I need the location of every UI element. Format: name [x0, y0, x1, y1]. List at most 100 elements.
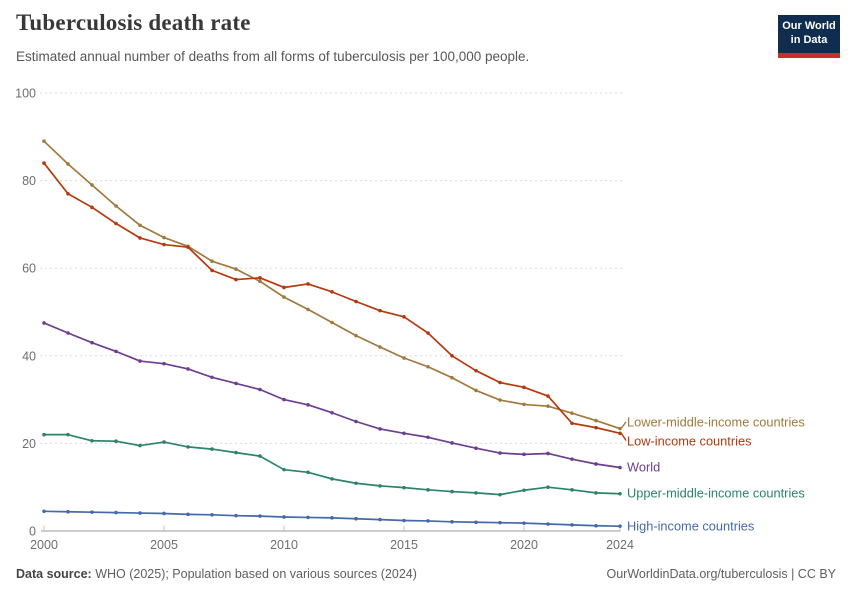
- series-point-low-income-countries: [234, 277, 238, 282]
- series-point-upper-middle-income-countries: [546, 485, 550, 490]
- series-point-high-income-countries: [66, 509, 70, 514]
- legend-label-lower-middle-income-countries[interactable]: Lower-middle-income countries: [627, 415, 805, 430]
- series-point-lower-middle-income-countries: [618, 426, 622, 431]
- series-point-high-income-countries: [474, 520, 478, 525]
- series-point-upper-middle-income-countries: [594, 491, 598, 495]
- series-point-high-income-countries: [426, 519, 430, 523]
- series-point-world: [330, 410, 334, 415]
- series-point-lower-middle-income-countries: [450, 375, 454, 380]
- series-line-world: [43, 322, 621, 469]
- series-point-lower-middle-income-countries: [114, 204, 118, 208]
- series-point-high-income-countries: [330, 516, 334, 520]
- series-point-low-income-countries: [570, 421, 574, 426]
- series-point-low-income-countries: [474, 368, 478, 373]
- series-point-upper-middle-income-countries: [282, 467, 286, 472]
- series-point-upper-middle-income-countries: [354, 481, 358, 486]
- owid-cc-link[interactable]: OurWorldinData.org/tuberculosis | CC BY: [606, 567, 837, 581]
- series-point-lower-middle-income-countries: [474, 388, 478, 393]
- series-point-lower-middle-income-countries: [546, 404, 550, 408]
- series-point-world: [210, 375, 214, 380]
- series-point-low-income-countries: [522, 385, 526, 390]
- series-point-lower-middle-income-countries: [498, 398, 502, 402]
- series-point-world: [90, 340, 94, 345]
- series-point-high-income-countries: [114, 510, 118, 515]
- series-point-lower-middle-income-countries: [306, 307, 310, 312]
- series-point-low-income-countries: [354, 299, 358, 304]
- series-point-high-income-countries: [234, 513, 238, 518]
- y-axis-tick-label: 60: [22, 262, 36, 276]
- series-point-upper-middle-income-countries: [162, 440, 166, 444]
- series-point-high-income-countries: [210, 512, 214, 517]
- series-point-world: [234, 381, 238, 386]
- series-point-world: [546, 451, 550, 456]
- x-axis-tick-label: 2010: [270, 538, 298, 552]
- series-point-upper-middle-income-countries: [426, 488, 430, 492]
- y-axis-tick-label: 80: [22, 174, 36, 188]
- series-point-high-income-countries: [282, 515, 286, 519]
- series-point-lower-middle-income-countries: [378, 345, 382, 349]
- series-point-high-income-countries: [186, 512, 190, 517]
- series-point-low-income-countries: [162, 242, 166, 247]
- series-point-low-income-countries: [66, 191, 70, 196]
- series-point-world: [258, 387, 262, 392]
- x-axis-tick-label: 2024: [606, 538, 634, 552]
- series-point-lower-middle-income-countries: [210, 259, 214, 263]
- legend-label-world[interactable]: World: [627, 460, 660, 475]
- series-point-high-income-countries: [618, 524, 622, 528]
- series-point-upper-middle-income-countries: [378, 484, 382, 488]
- series-point-upper-middle-income-countries: [330, 477, 334, 481]
- series-point-world: [474, 446, 478, 451]
- series-point-world: [618, 465, 622, 470]
- series-point-world: [42, 321, 46, 325]
- owid-logo-line1: Our World: [782, 20, 836, 33]
- series-point-world: [282, 397, 286, 402]
- series-point-upper-middle-income-countries: [138, 443, 142, 448]
- series-point-high-income-countries: [522, 521, 526, 525]
- data-source-text: WHO (2025); Population based on various …: [91, 567, 417, 581]
- series-point-low-income-countries: [450, 354, 454, 358]
- series-point-upper-middle-income-countries: [258, 454, 262, 458]
- series-point-low-income-countries: [594, 425, 598, 430]
- series-point-low-income-countries: [402, 315, 406, 319]
- legend-connector-low-income-countries: [620, 433, 627, 441]
- series-point-world: [162, 361, 166, 366]
- series-point-low-income-countries: [546, 394, 550, 398]
- series-point-high-income-countries: [306, 515, 310, 520]
- series-point-world: [426, 435, 430, 440]
- page-title: Tuberculosis death rate: [16, 10, 251, 35]
- series-point-lower-middle-income-countries: [426, 364, 430, 369]
- series-point-upper-middle-income-countries: [498, 492, 502, 497]
- y-axis-tick-label: 0: [29, 525, 36, 539]
- chart-subtitle: Estimated annual number of deaths from a…: [16, 49, 530, 64]
- data-source-note: Data source: WHO (2025); Population base…: [16, 567, 417, 581]
- series-point-upper-middle-income-countries: [570, 488, 574, 492]
- legend-label-low-income-countries[interactable]: Low-income countries: [627, 434, 751, 449]
- series-point-lower-middle-income-countries: [594, 418, 598, 423]
- legend-label-upper-middle-income-countries[interactable]: Upper-middle-income countries: [627, 486, 805, 501]
- y-axis-tick-label: 20: [22, 437, 36, 451]
- series-point-lower-middle-income-countries: [138, 223, 142, 228]
- series-point-upper-middle-income-countries: [306, 470, 310, 475]
- series-point-upper-middle-income-countries: [474, 491, 478, 495]
- series-point-world: [66, 331, 70, 335]
- legend-label-high-income-countries[interactable]: High-income countries: [627, 519, 754, 534]
- series-point-lower-middle-income-countries: [282, 295, 286, 299]
- series-point-world: [114, 349, 118, 354]
- series-point-world: [378, 427, 382, 431]
- series-point-world: [498, 451, 502, 455]
- x-axis-tick-label: 2015: [390, 538, 418, 552]
- series-point-lower-middle-income-countries: [66, 162, 70, 166]
- series-point-world: [138, 359, 142, 363]
- series-point-high-income-countries: [546, 522, 550, 526]
- series-point-low-income-countries: [42, 161, 46, 165]
- legend-connector-lower-middle-income-countries: [620, 421, 627, 429]
- series-point-world: [570, 457, 574, 461]
- series-point-upper-middle-income-countries: [210, 447, 214, 451]
- series-point-world: [354, 419, 358, 424]
- series-point-low-income-countries: [378, 308, 382, 313]
- series-point-world: [402, 431, 406, 436]
- series-point-lower-middle-income-countries: [570, 411, 574, 415]
- series-point-high-income-countries: [450, 520, 454, 524]
- owid-logo[interactable]: Our World in Data: [778, 15, 840, 58]
